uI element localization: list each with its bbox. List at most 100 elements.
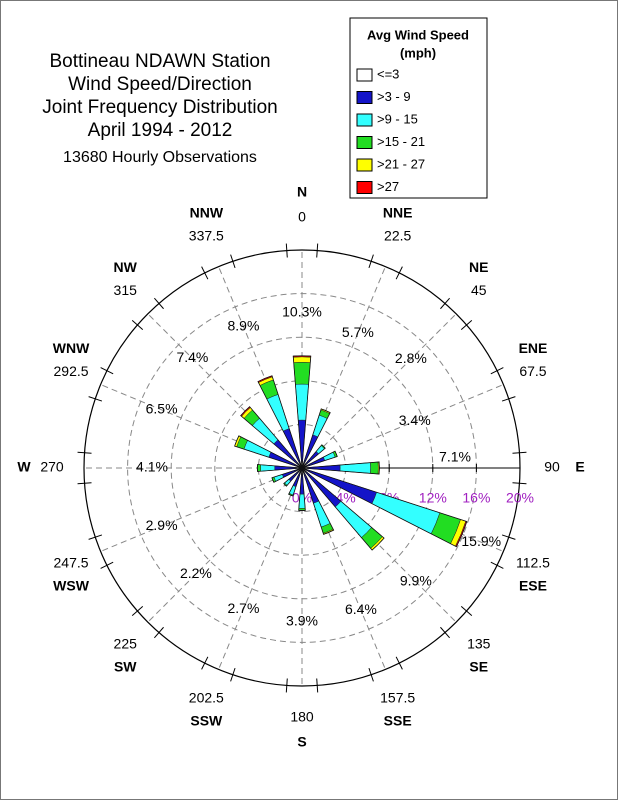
direction-name: SW (114, 658, 137, 674)
direction-name: N (297, 184, 307, 200)
direction-name: WSW (53, 577, 90, 593)
total-label: 2.7% (227, 600, 259, 616)
angle-tick (77, 451, 92, 454)
direction-name: NW (114, 259, 138, 275)
spoke (218, 467, 303, 670)
wind-segment (257, 464, 261, 472)
angle-label: 90 (544, 459, 560, 475)
angle-label: 45 (471, 282, 487, 298)
legend-label: >3 - 9 (377, 89, 411, 104)
angle-label: 225 (114, 635, 138, 651)
wind-bar-outline (301, 461, 380, 475)
angle-tick (395, 266, 403, 280)
wind-bar-outline (257, 375, 303, 469)
spoke (301, 467, 457, 623)
angle-label: 315 (114, 282, 138, 298)
angle-tick (490, 561, 504, 569)
direction-name: SSW (190, 713, 223, 729)
chart-title: Wind Speed/Direction (68, 74, 252, 95)
direction-name: E (575, 459, 584, 475)
angle-label: 292.5 (54, 363, 89, 379)
legend-label: >15 - 21 (377, 134, 425, 149)
angle-tick (368, 667, 374, 682)
wind-bar-outline (298, 467, 306, 511)
spoke (100, 467, 303, 552)
direction-name: NNE (383, 205, 413, 221)
legend-swatch (356, 181, 373, 194)
direction-name: NNW (190, 205, 224, 221)
spoke (301, 467, 504, 552)
angle-tick (230, 667, 236, 682)
direction-name: SE (469, 658, 488, 674)
total-label: 2.9% (146, 517, 178, 533)
wind-bar-outline (301, 467, 335, 535)
legend-swatch (356, 136, 373, 149)
radial-tick-label: 16% (462, 490, 490, 506)
angle-tick (460, 320, 473, 330)
angle-label: 337.5 (189, 228, 224, 244)
wind-bar-outline (301, 467, 468, 548)
angle-tick (512, 451, 527, 454)
direction-name: ENE (519, 340, 548, 356)
spoke (301, 467, 386, 670)
legend-label: <=3 (377, 66, 399, 81)
angle-label: 22.5 (384, 228, 411, 244)
wind-bar-outline (240, 406, 303, 469)
wind-bar-outline (234, 435, 303, 469)
wind-bar-outline (256, 464, 303, 472)
legend-swatch (356, 113, 373, 127)
wind-bar-outline (301, 408, 331, 469)
wind-bar-outline (301, 444, 326, 469)
angle-label: 112.5 (516, 554, 550, 570)
chart-subtitle: 13680 Hourly Observations (63, 149, 257, 166)
total-label: 15.9% (461, 533, 501, 549)
chart-title: April 1994 - 2012 (88, 120, 233, 141)
angle-tick (154, 626, 164, 639)
total-label: 2.8% (395, 350, 427, 366)
angle-tick (88, 534, 103, 540)
angle-tick (100, 561, 114, 569)
angle-tick (490, 367, 504, 375)
angle-tick (100, 367, 114, 375)
chart-title: Bottineau NDAWN Station (49, 51, 270, 72)
legend-title: Avg Wind Speed (367, 27, 469, 42)
wind-segment (293, 356, 311, 363)
angle-label: 180 (290, 709, 314, 725)
total-label: 7.1% (439, 449, 471, 465)
angle-tick (501, 396, 516, 402)
angle-label: 135 (467, 635, 491, 651)
angle-tick (88, 396, 103, 402)
angle-tick (285, 678, 288, 693)
angle-tick (316, 678, 319, 693)
spoke (301, 313, 457, 469)
total-label: 8.9% (227, 317, 259, 333)
wind-segment (293, 362, 311, 385)
angle-tick (77, 482, 92, 485)
total-label: 7.4% (176, 349, 208, 365)
spoke (100, 384, 303, 469)
direction-name: S (297, 734, 306, 750)
legend-label: >27 (377, 179, 399, 194)
angle-tick (131, 606, 144, 616)
legend-swatch (356, 158, 373, 172)
chart-title: Joint Frequency Distribution (42, 97, 278, 118)
wind-bar-outline (271, 467, 303, 483)
legend-swatch (356, 91, 373, 104)
angle-tick (512, 482, 527, 485)
angle-label: 67.5 (519, 363, 546, 379)
legend-box (349, 17, 488, 199)
direction-name: W (17, 459, 31, 475)
total-label: 5.7% (342, 324, 374, 340)
spoke (218, 266, 303, 469)
legend-swatch (356, 68, 373, 82)
angle-tick (316, 243, 319, 258)
direction-name: ESE (519, 577, 547, 593)
wind-bar-outline (301, 467, 385, 551)
legend-title: (mph) (400, 45, 436, 60)
legend-label: >9 - 15 (377, 111, 418, 126)
angle-tick (440, 297, 450, 310)
wind-bar-outline (283, 467, 303, 487)
total-label: 9.9% (400, 573, 432, 589)
